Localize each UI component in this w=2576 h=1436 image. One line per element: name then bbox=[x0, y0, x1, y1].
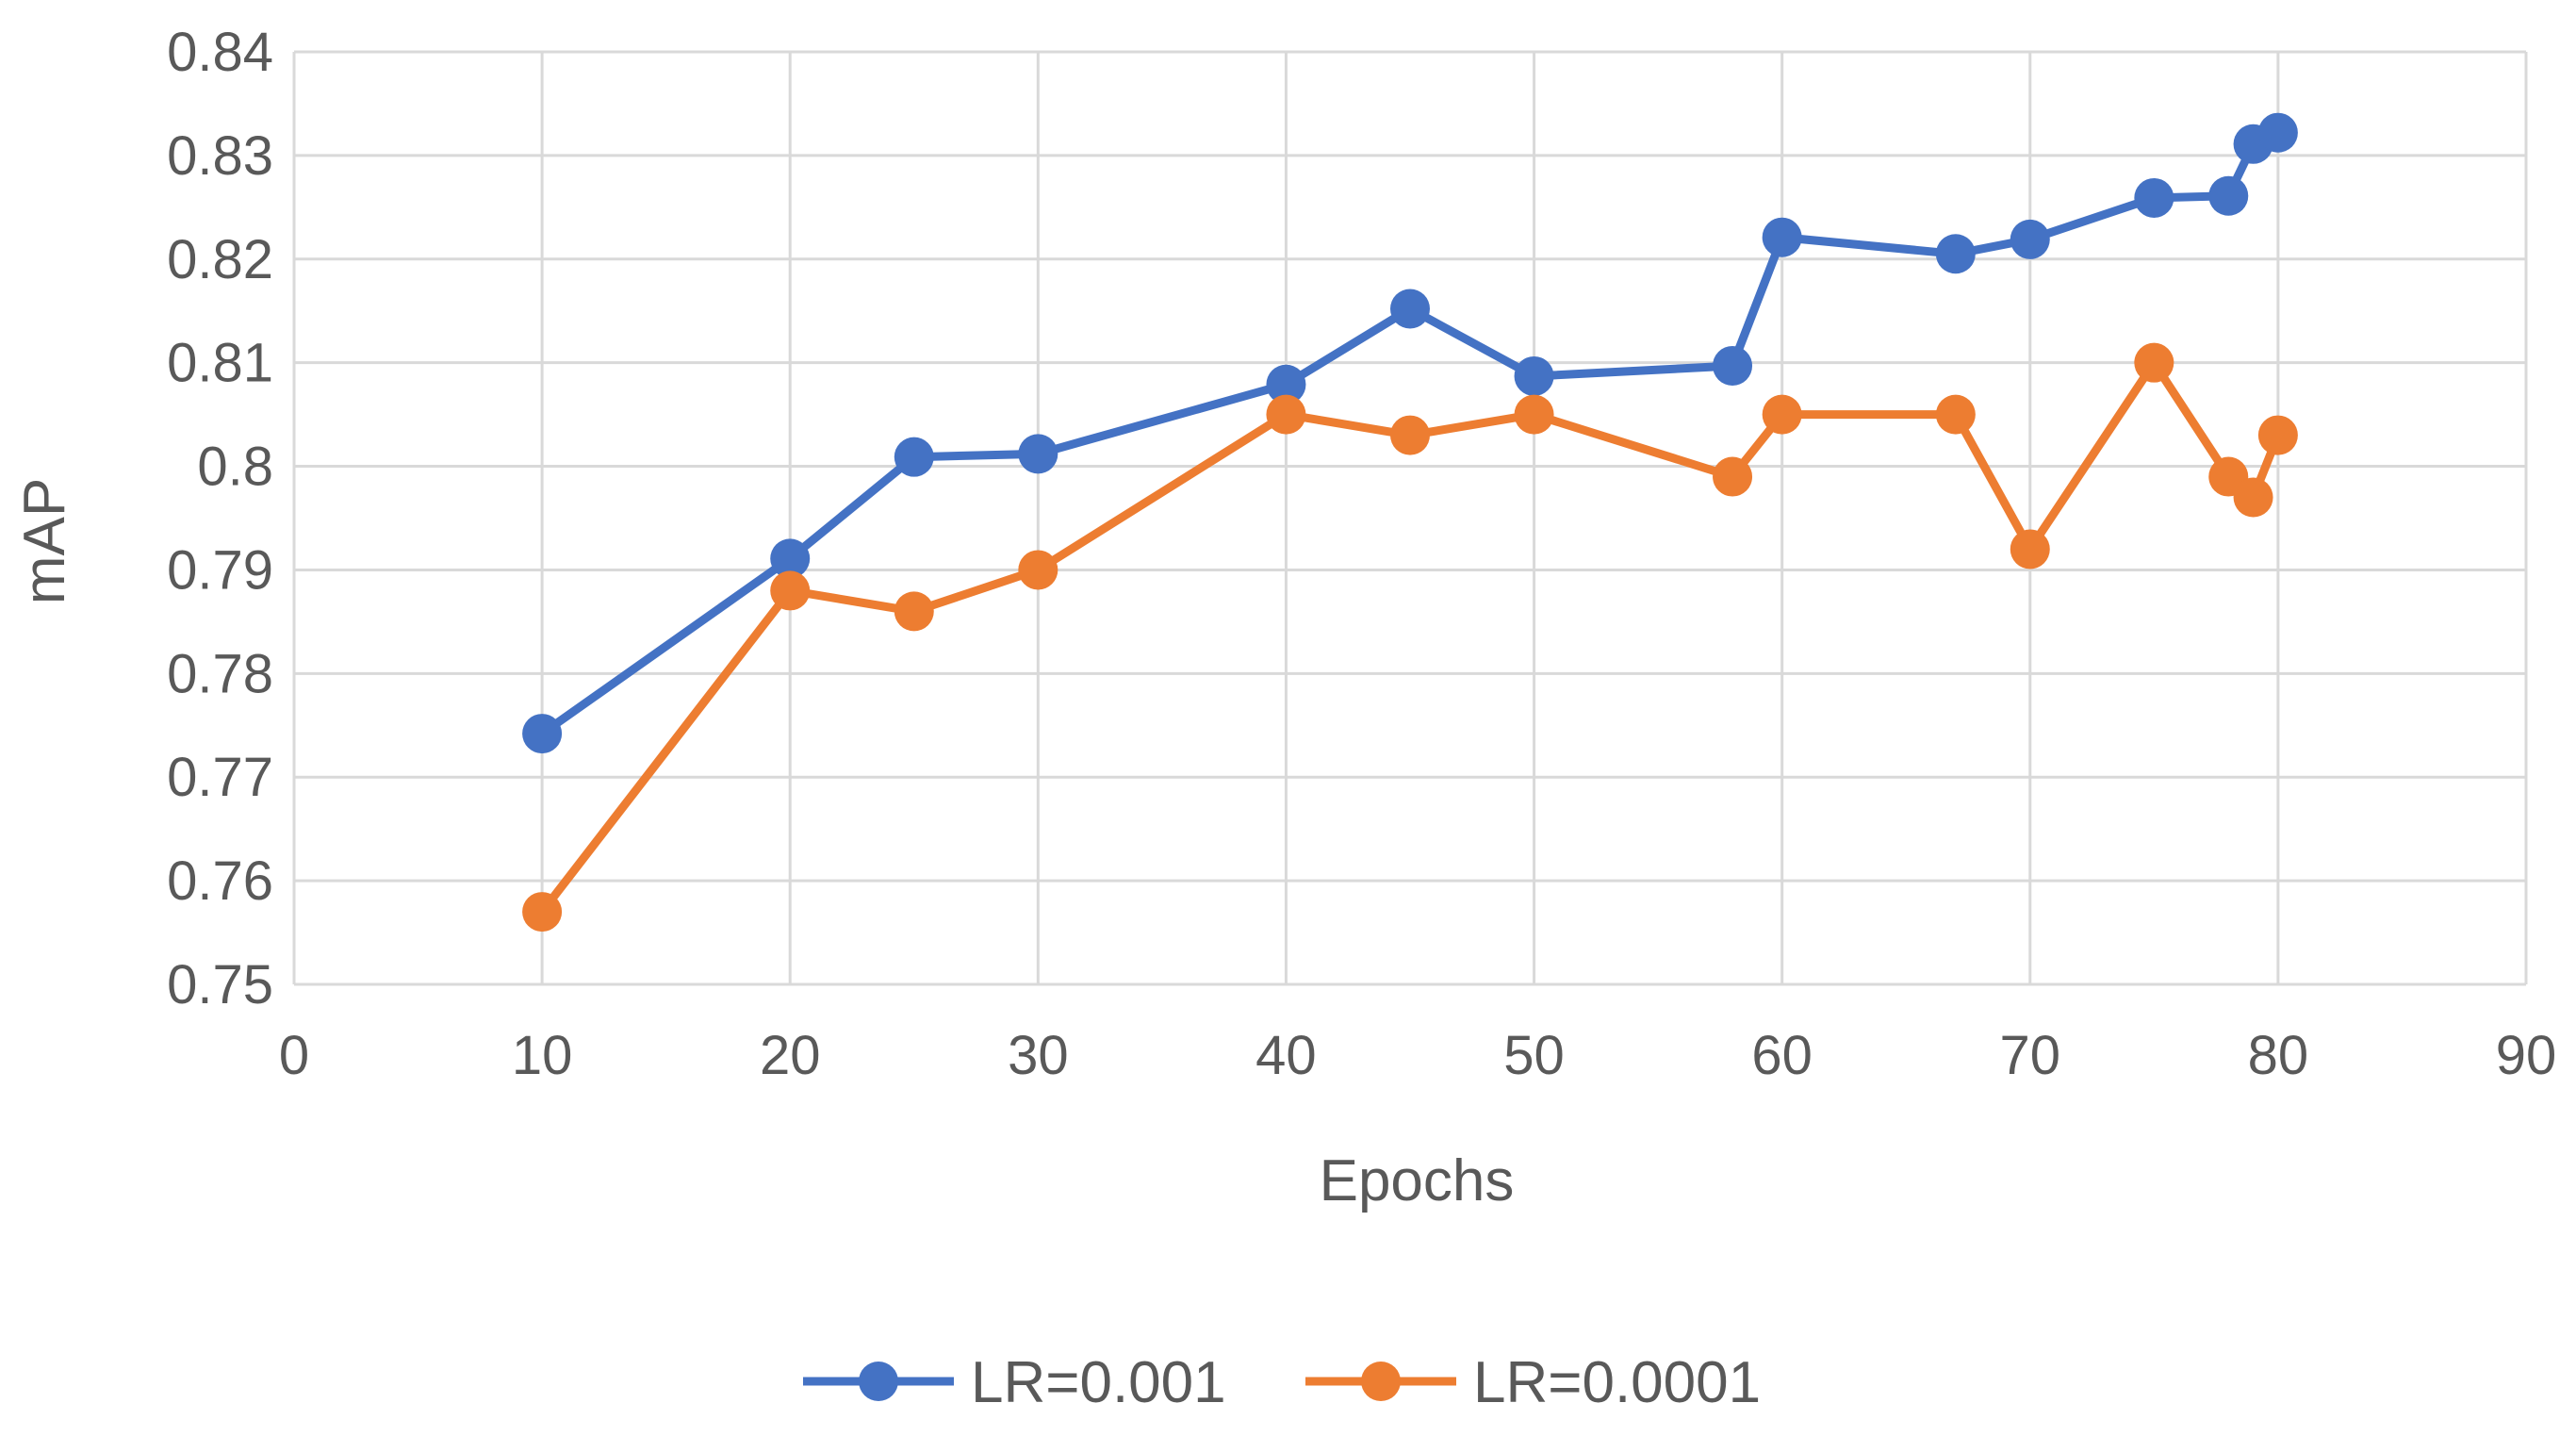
y-tick-label: 0.76 bbox=[167, 850, 273, 912]
data-point bbox=[2010, 219, 2050, 259]
data-point bbox=[2208, 175, 2249, 216]
legend-swatch-marker bbox=[1361, 1362, 1401, 1401]
y-tick-label: 0.79 bbox=[167, 539, 273, 601]
data-point bbox=[1935, 394, 1976, 435]
data-point bbox=[1762, 394, 1802, 435]
x-tick-label: 80 bbox=[2248, 1025, 2309, 1086]
data-point bbox=[1266, 364, 1306, 404]
data-point bbox=[894, 591, 934, 632]
data-point bbox=[1713, 345, 1753, 386]
y-axis-ticks: 0.75 0.76 0.77 0.78 0.79 0.8 0.81 0.82 0.83 0.84 bbox=[167, 22, 273, 1015]
data-point bbox=[1514, 394, 1554, 435]
y-tick-label: 0.75 bbox=[167, 954, 273, 1015]
x-tick-label: 70 bbox=[2000, 1025, 2061, 1086]
data-point bbox=[1266, 394, 1306, 435]
y-tick-label: 0.81 bbox=[167, 333, 273, 394]
data-point bbox=[2257, 112, 2298, 153]
legend: LR=0.001 LR=0.0001 bbox=[803, 1350, 1761, 1415]
legend-swatch-marker bbox=[859, 1362, 898, 1401]
y-tick-label: 0.83 bbox=[167, 125, 273, 187]
data-point bbox=[1390, 289, 1430, 329]
series-layer bbox=[522, 112, 2298, 933]
x-tick-label: 10 bbox=[512, 1025, 573, 1086]
x-tick-label: 40 bbox=[1255, 1025, 1317, 1086]
data-point bbox=[770, 570, 811, 611]
data-point bbox=[1390, 415, 1430, 455]
data-point bbox=[2010, 529, 2050, 569]
y-tick-label: 0.82 bbox=[167, 229, 273, 290]
data-point bbox=[894, 437, 934, 477]
data-point bbox=[2134, 342, 2174, 383]
legend-item: LR=0.0001 bbox=[1305, 1350, 1761, 1415]
y-axis-title: mAP bbox=[12, 478, 77, 604]
data-point bbox=[1514, 355, 1554, 396]
legend-item: LR=0.001 bbox=[803, 1350, 1226, 1415]
x-tick-label: 30 bbox=[1008, 1025, 1069, 1086]
data-point bbox=[1713, 456, 1753, 497]
data-point bbox=[522, 892, 563, 933]
gridlines bbox=[292, 50, 2528, 986]
x-tick-label: 20 bbox=[760, 1025, 821, 1086]
x-axis-ticks: 0 10 20 30 40 50 60 70 80 90 bbox=[279, 1025, 2556, 1086]
series-1 bbox=[522, 112, 2298, 754]
x-axis-title: Epochs bbox=[1320, 1148, 1515, 1213]
data-point bbox=[2233, 477, 2273, 518]
x-tick-label: 50 bbox=[1503, 1025, 1565, 1086]
data-point bbox=[1935, 234, 1976, 274]
y-tick-label: 0.78 bbox=[167, 643, 273, 704]
data-point bbox=[522, 714, 563, 754]
y-tick-label: 0.77 bbox=[167, 747, 273, 808]
legend-label: LR=0.001 bbox=[971, 1350, 1226, 1415]
x-tick-label: 60 bbox=[1751, 1025, 1813, 1086]
data-point bbox=[1018, 434, 1058, 474]
x-tick-label: 0 bbox=[279, 1025, 309, 1086]
data-point bbox=[1018, 550, 1058, 590]
series-2 bbox=[522, 342, 2298, 933]
data-point bbox=[1762, 217, 1802, 257]
legend-label: LR=0.0001 bbox=[1473, 1350, 1761, 1415]
x-tick-label: 90 bbox=[2496, 1025, 2557, 1086]
y-tick-label: 0.8 bbox=[197, 437, 273, 498]
data-point bbox=[770, 538, 811, 579]
data-point bbox=[2257, 415, 2298, 455]
data-point bbox=[2134, 177, 2174, 218]
y-tick-label: 0.84 bbox=[167, 22, 273, 83]
